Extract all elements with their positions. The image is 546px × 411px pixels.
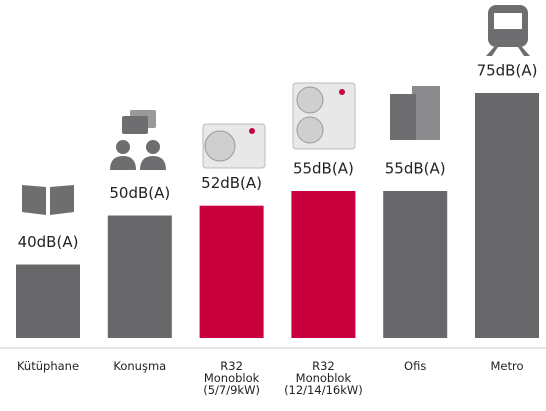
category-label: Konuşma <box>90 360 190 372</box>
bar <box>16 265 80 339</box>
bar <box>291 191 355 338</box>
value-label: 55dB(A) <box>293 160 354 178</box>
ac-unit-large-icon <box>293 83 355 149</box>
bar <box>200 206 264 338</box>
value-label: 75dB(A) <box>477 62 538 80</box>
people-icon <box>110 110 166 170</box>
category-label: Kütüphane <box>0 360 98 372</box>
category-label: Ofis <box>365 360 465 372</box>
value-label: 52dB(A) <box>201 174 262 192</box>
value-label: 55dB(A) <box>385 160 446 178</box>
value-label: 50dB(A) <box>109 184 170 202</box>
category-label: Metro <box>457 360 546 372</box>
building-icon <box>390 86 440 140</box>
category-label: R32 Monoblok (12/14/16kW) <box>273 360 373 396</box>
train-icon <box>486 5 530 56</box>
value-label: 40dB(A) <box>18 233 79 251</box>
book-icon <box>22 185 74 215</box>
plot: 40dB(A) 50dB(A) 52dB(A) 55dB(A) 55dB(A) 75dB(… <box>0 0 546 411</box>
category-label: R32 Monoblok (5/7/9kW) <box>182 360 282 396</box>
bar <box>475 93 539 338</box>
ac-unit-icon <box>203 124 265 168</box>
chart: 40dB(A) 50dB(A) 52dB(A) 55dB(A) 55dB(A) 75dB(… <box>0 0 546 411</box>
bar <box>383 191 447 338</box>
bar <box>108 216 172 339</box>
